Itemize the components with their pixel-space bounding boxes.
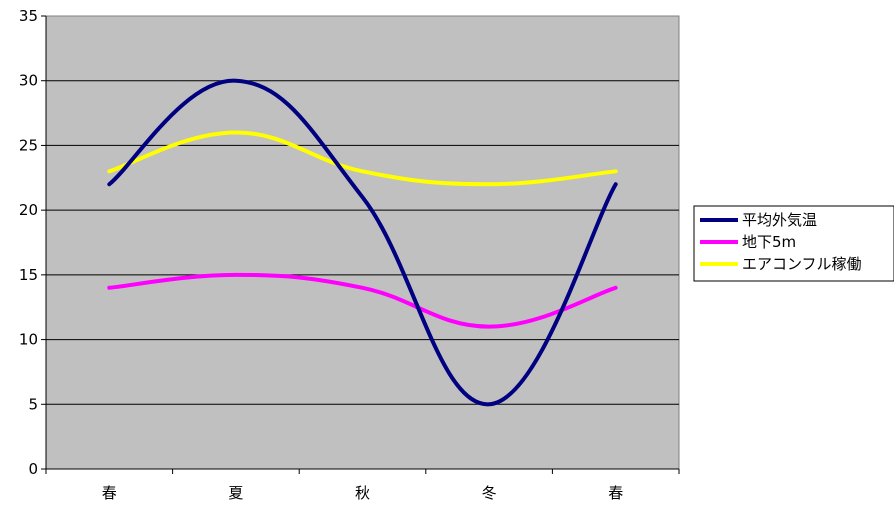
x-tick-label: 夏 xyxy=(228,484,243,502)
y-tick-label: 10 xyxy=(19,331,38,349)
y-tick-label: 20 xyxy=(19,201,38,219)
x-tick-label: 秋 xyxy=(355,484,370,502)
x-tick-label: 春 xyxy=(102,484,117,502)
legend-label: エアコンフル稼働 xyxy=(742,255,862,273)
legend-label: 平均外気温 xyxy=(742,211,817,229)
y-tick-label: 15 xyxy=(19,266,38,284)
y-tick-label: 5 xyxy=(28,395,38,413)
series-lines xyxy=(107,78,618,407)
y-tick-label: 0 xyxy=(28,460,38,478)
x-tick-label: 春 xyxy=(608,484,623,502)
series-line-3 xyxy=(107,130,618,187)
y-tick-label: 35 xyxy=(19,7,38,25)
axes: 0 5 10 15 20 25 30 35 春 夏 秋 冬 春 xyxy=(19,7,680,502)
grid-lines xyxy=(46,80,679,405)
legend-label: 地下5m xyxy=(742,233,796,251)
series-line-1 xyxy=(107,78,618,407)
y-tick-label: 30 xyxy=(19,72,38,90)
series-line-2 xyxy=(107,272,618,329)
x-tick-label: 冬 xyxy=(482,484,497,502)
y-tick-label: 25 xyxy=(19,136,38,154)
plot-area xyxy=(45,15,680,470)
